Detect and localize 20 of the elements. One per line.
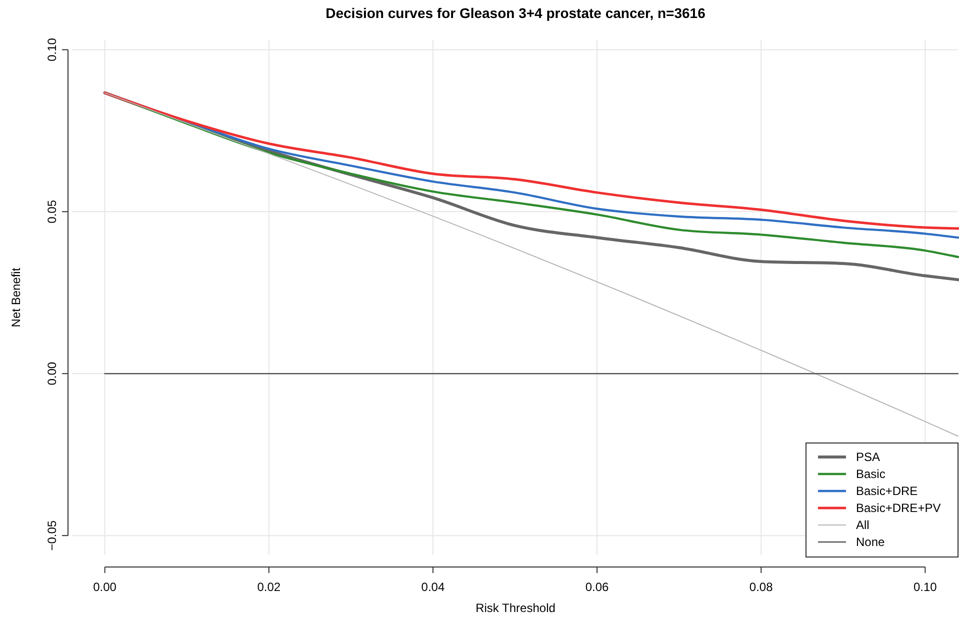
y-axis-title: Net Benefit	[9, 267, 23, 328]
legend-label: PSA	[856, 450, 880, 464]
x-axis-title: Risk Threshold	[476, 601, 556, 615]
chart-title: Decision curves for Gleason 3+4 prostate cancer, n=3616	[326, 5, 706, 21]
x-tick-label: 0.02	[257, 580, 281, 594]
y-tick-label: 0.10	[45, 38, 59, 62]
line-series	[104, 92, 958, 437]
x-tick-label: 0.08	[749, 580, 774, 594]
y-tick-label: −0.05	[45, 520, 59, 551]
y-tick-label: 0.00	[45, 362, 59, 386]
legend-label: Basic+DRE	[856, 484, 918, 498]
legend-label: Basic	[856, 467, 886, 481]
legend-label: All	[856, 518, 870, 532]
y-tick-label: 0.05	[45, 200, 59, 224]
x-tick-label: 0.06	[585, 580, 610, 594]
x-tick-label: 0.00	[93, 580, 117, 594]
legend-label: None	[856, 535, 886, 549]
x-tick-label: 0.04	[421, 580, 445, 594]
x-tick-label: 0.10	[914, 580, 938, 594]
legend-label: Basic+DRE+PV	[856, 501, 941, 515]
